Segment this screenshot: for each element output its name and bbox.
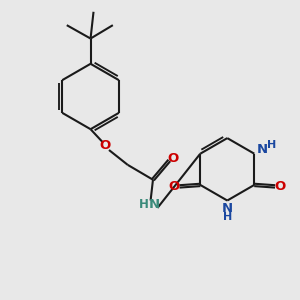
Text: O: O bbox=[169, 180, 180, 193]
Text: O: O bbox=[167, 152, 178, 165]
Text: N: N bbox=[222, 202, 233, 215]
Text: N: N bbox=[149, 199, 160, 212]
Text: N: N bbox=[257, 143, 268, 156]
Text: H: H bbox=[223, 212, 232, 222]
Text: H: H bbox=[139, 199, 148, 212]
Text: O: O bbox=[100, 139, 111, 152]
Text: H: H bbox=[267, 140, 276, 150]
Text: O: O bbox=[275, 180, 286, 193]
